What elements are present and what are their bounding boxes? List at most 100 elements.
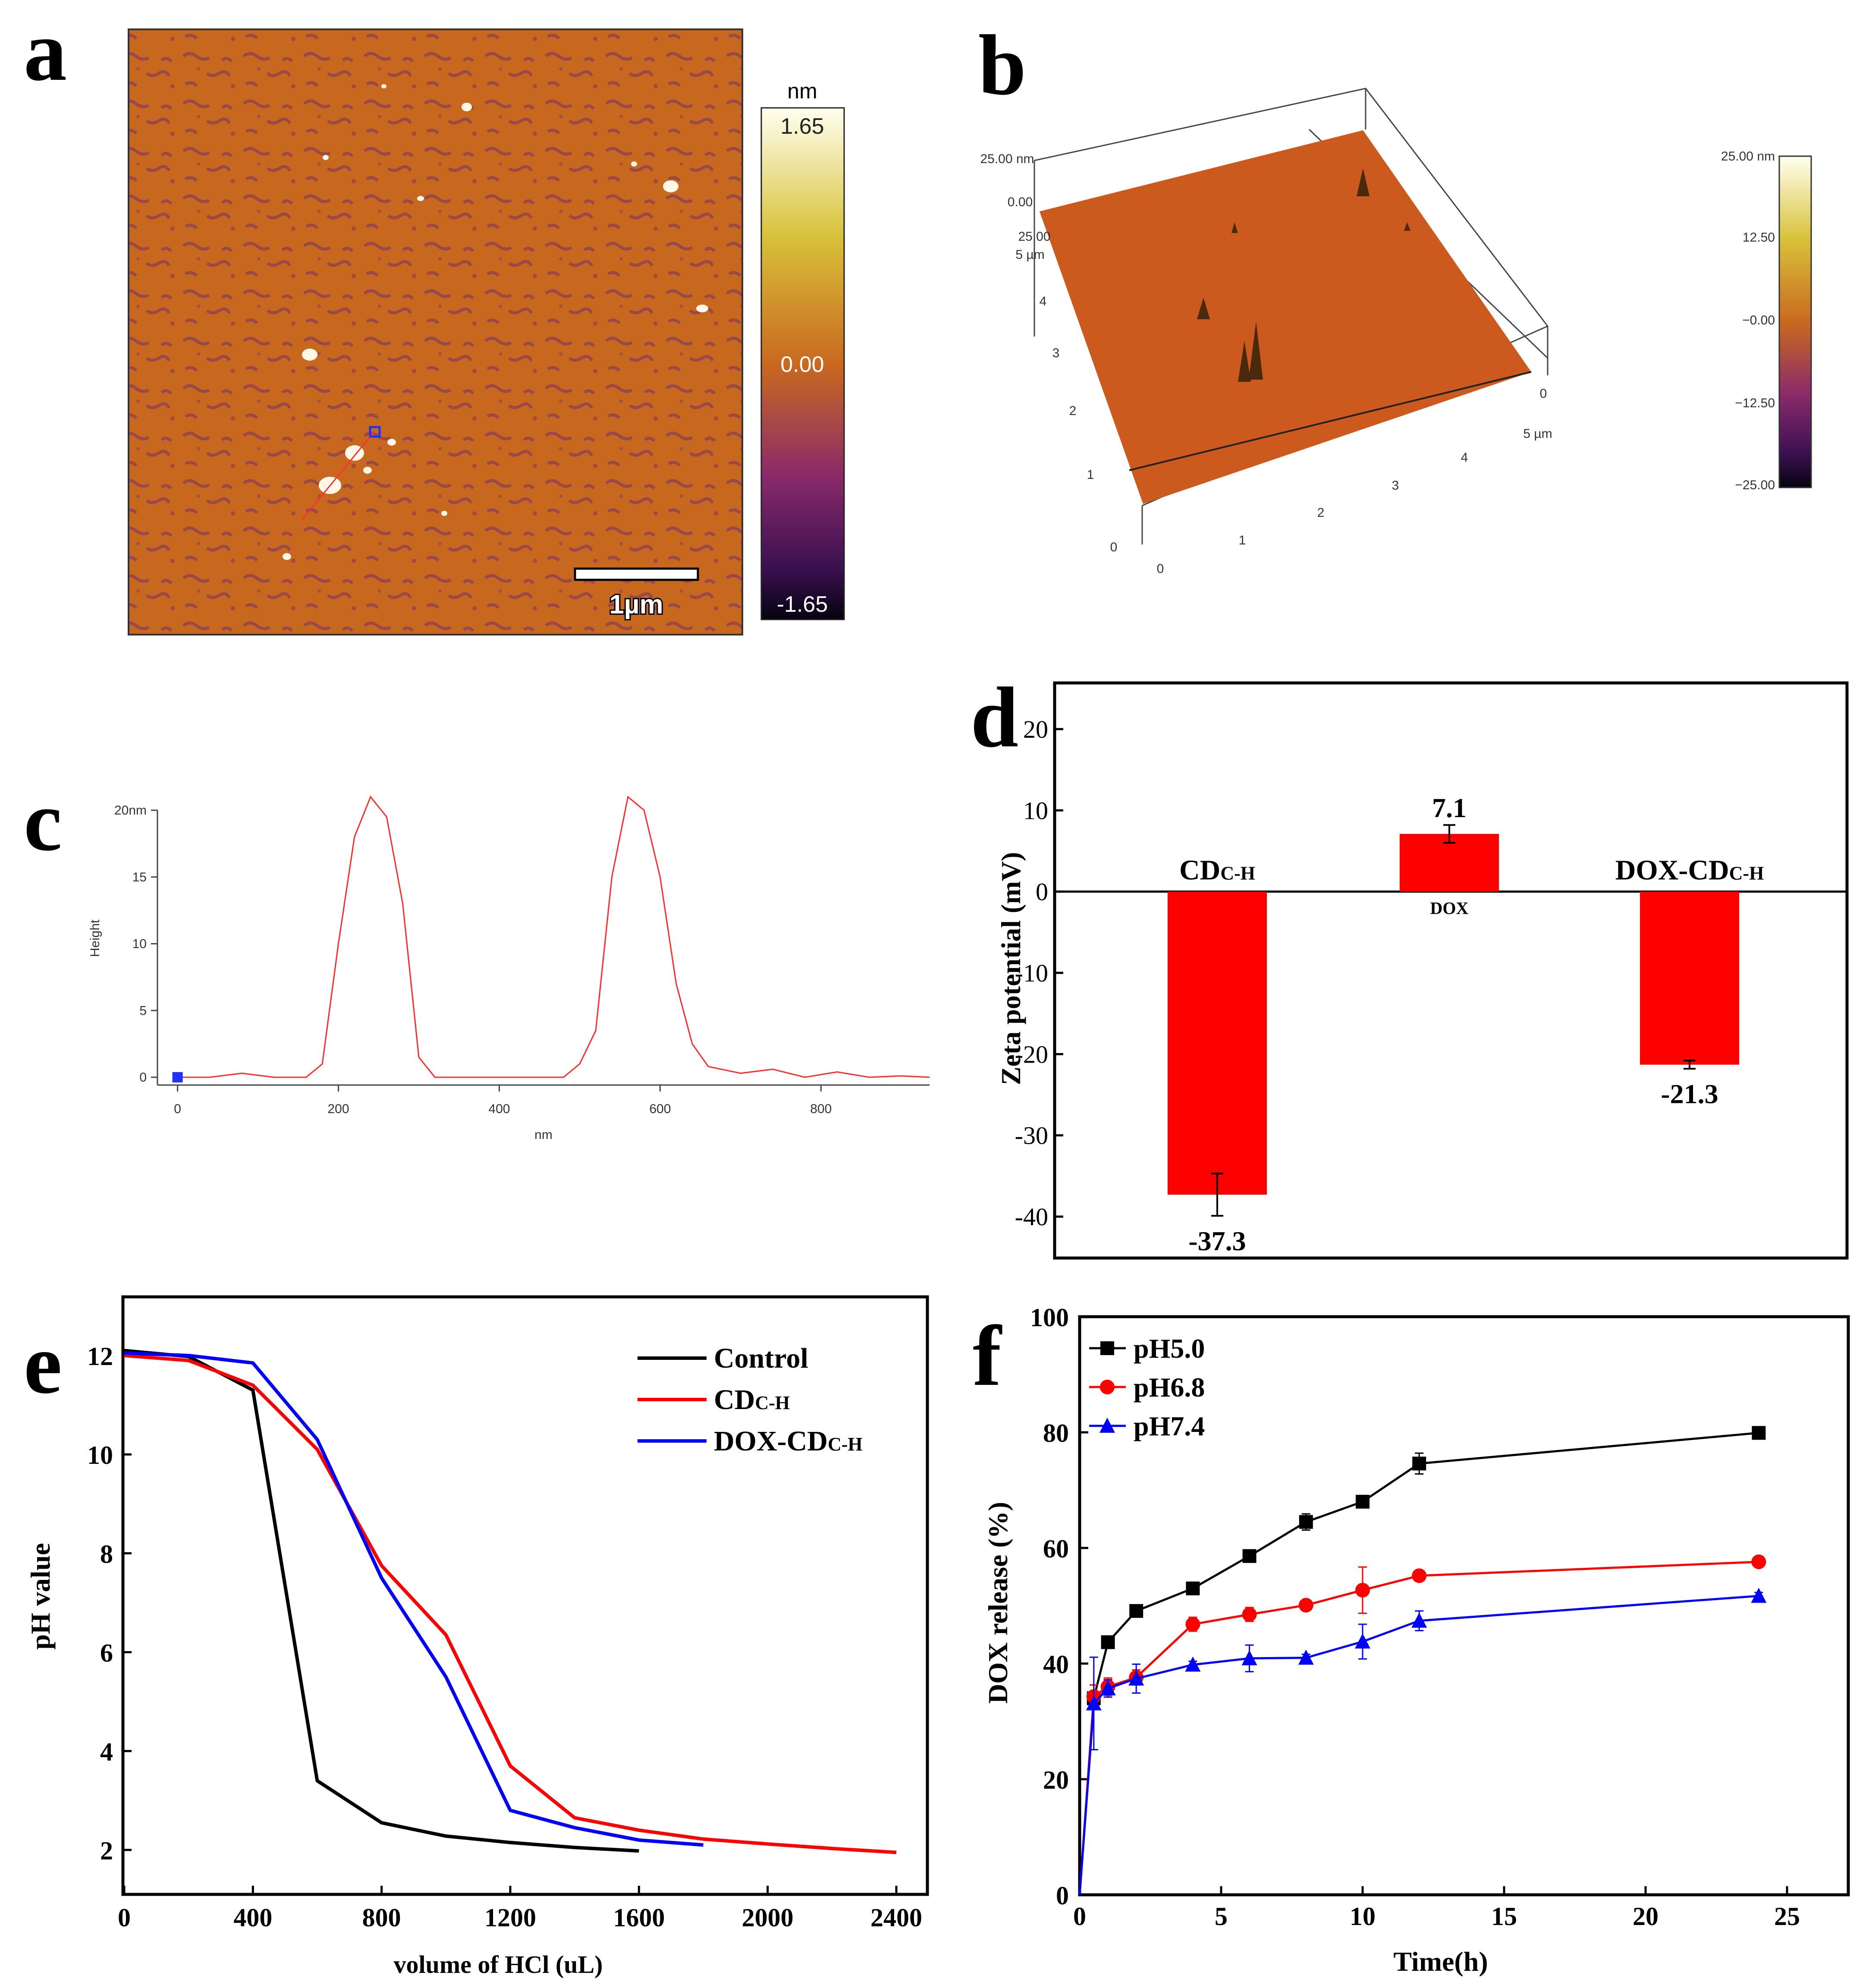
d-y-tick-label: 10 <box>1023 796 1048 824</box>
panel-d-letter: d <box>971 670 1018 765</box>
c-plot-area <box>172 796 930 1082</box>
axis-labels-left: 5 µm 4 3 2 1 0 <box>1015 248 1117 554</box>
e-y-tick-label: 12 <box>87 1342 113 1371</box>
c-x-ticks: 0 200 400 600 800 <box>174 1085 832 1116</box>
c-x-tick-label: 600 <box>649 1102 671 1116</box>
scale-bar <box>574 567 699 581</box>
f-data-point <box>1751 1588 1767 1603</box>
f-data-point <box>1129 1604 1143 1618</box>
colorbar-a-mid: 0.00 <box>780 352 824 377</box>
d-bar <box>1640 891 1739 1065</box>
f-data-point <box>1128 1670 1144 1686</box>
axis-bottom-5: 5 µm <box>1523 427 1552 441</box>
f-y-tick-label: 20 <box>1043 1766 1069 1794</box>
e-series-line <box>124 1349 639 1853</box>
axis-bottom-1: 1 <box>1239 533 1246 547</box>
colorbar-b-labels: 25.00 nm 12.50 −0.00 −12.50 −25.00 <box>1721 149 1775 492</box>
surface-3d <box>1040 130 1531 504</box>
f-x-tick-label: 25 <box>1774 1902 1800 1931</box>
colorbar-b-bottom: −25.00 <box>1735 478 1775 492</box>
axis-right-0: 0 <box>1540 387 1547 401</box>
d-category-label: DOX-CDC-H <box>1615 855 1764 886</box>
f-legend-marker <box>1100 1341 1114 1355</box>
f-data-point <box>1411 1612 1427 1628</box>
f-data-point <box>1242 1607 1257 1622</box>
e-legend-sub: C-H <box>755 1392 790 1413</box>
profile-line <box>301 431 375 520</box>
d-category-sub: C-H <box>1220 863 1255 884</box>
f-x-tick-label: 5 <box>1215 1902 1228 1931</box>
d-category-label: DOX <box>1430 899 1469 918</box>
e-y-tick-label: 4 <box>100 1738 113 1766</box>
d-y-tick-label: -20 <box>1015 1040 1048 1068</box>
c-origin-marker <box>172 1072 183 1082</box>
d-bar <box>1168 891 1267 1195</box>
e-plot-area <box>124 1349 897 1854</box>
f-frame <box>1078 1315 1850 1897</box>
colorbar-a-unit: nm <box>787 79 817 103</box>
panel-f-letter: f <box>973 1309 1002 1404</box>
c-x-tick-label: 400 <box>488 1102 510 1116</box>
f-data-point <box>1086 1695 1102 1711</box>
colorbar-a <box>760 107 845 620</box>
e-legend-label: DOX-CDC-H <box>714 1425 863 1457</box>
axis-left-0: 0 <box>1110 540 1118 554</box>
f-x-label: Time(h) <box>1393 1946 1488 1977</box>
f-data-point <box>1751 1554 1766 1570</box>
e-x-tick-label: 1600 <box>613 1903 665 1932</box>
colorbar-b-q3: −12.50 <box>1735 396 1775 410</box>
f-y-tick-label: 40 <box>1043 1650 1069 1679</box>
e-legend-name: CD <box>714 1384 755 1416</box>
axis-left-5: 5 µm <box>1015 248 1044 262</box>
d-category-sub: C-H <box>1729 863 1764 884</box>
f-legend: pH5.0 pH6.8 pH7.4 <box>1089 1333 1205 1441</box>
surface-edge <box>1129 371 1532 471</box>
panel-a: a 1µm nm 1.65 0.00 -1.65 <box>24 3 845 635</box>
c-y-label: Height <box>88 919 102 957</box>
d-category-label: CDC-H <box>1179 855 1255 886</box>
e-x-tick-label: 2400 <box>870 1903 922 1932</box>
axis-bottom-0: 0 <box>1157 562 1164 576</box>
e-legend-name: Control <box>714 1343 808 1374</box>
e-x-tick-label: 0 <box>118 1903 131 1932</box>
f-legend-label: pH6.8 <box>1134 1372 1205 1403</box>
e-x-tick-label: 1200 <box>484 1903 536 1932</box>
f-series-line <box>1078 1595 1759 1895</box>
panel-e: e pH value volume of HCl (uL) 0 400 800 120… <box>24 1295 929 1979</box>
z-label-zero: 0.00 <box>1008 195 1033 209</box>
e-ticks: 0 400 800 1200 1600 2000 2400 2 4 6 8 10 12 <box>87 1342 922 1932</box>
f-series-line <box>1078 1560 1759 1895</box>
d-y-tick-label: 0 <box>1036 878 1048 906</box>
surface-peaks <box>1197 168 1410 382</box>
e-series-line <box>124 1351 704 1847</box>
c-x-tick-label: 0 <box>174 1102 181 1116</box>
colorbar-b-q1: 12.50 <box>1743 230 1775 245</box>
colorbar-b <box>1778 155 1812 488</box>
axis-labels-bottom: 0 1 2 3 4 5 µm 0 <box>1157 387 1552 576</box>
f-data-point <box>1242 1549 1256 1563</box>
panel-e-letter: e <box>24 1316 62 1412</box>
colorbar-b-mid: −0.00 <box>1742 313 1775 327</box>
d-y-label: Zeta potential (mV) <box>996 852 1026 1085</box>
panel-c: c 0 5 10 15 20nm 0 200 400 600 800 Height nm <box>24 774 930 1142</box>
d-y-ticks: 20 10 0 -10 -20 -30 -40 <box>1015 715 1063 1231</box>
e-series-line <box>124 1354 897 1854</box>
e-legend-label: CDC-H <box>714 1384 790 1416</box>
d-y-tick-label: 20 <box>1023 715 1048 743</box>
d-y-tick-label: -40 <box>1015 1203 1048 1231</box>
d-value-label: 7.1 <box>1432 793 1467 823</box>
e-y-tick-label: 6 <box>100 1639 113 1667</box>
f-data-point <box>1241 1650 1257 1665</box>
c-y-tick-label: 0 <box>139 1070 147 1085</box>
f-x-tick-label: 10 <box>1350 1902 1376 1931</box>
colorbar-a-min: -1.65 <box>777 592 828 617</box>
e-y-label: pH value <box>25 1543 56 1649</box>
axis-left-1: 1 <box>1087 468 1094 482</box>
f-data-point <box>1186 1581 1200 1595</box>
panel-b-letter: b <box>978 18 1026 113</box>
f-x-tick-label: 15 <box>1491 1902 1517 1931</box>
f-data-point <box>1412 1568 1427 1583</box>
afm-height-image <box>128 28 743 635</box>
c-y-ticks: 0 5 10 15 20nm <box>114 803 157 1085</box>
